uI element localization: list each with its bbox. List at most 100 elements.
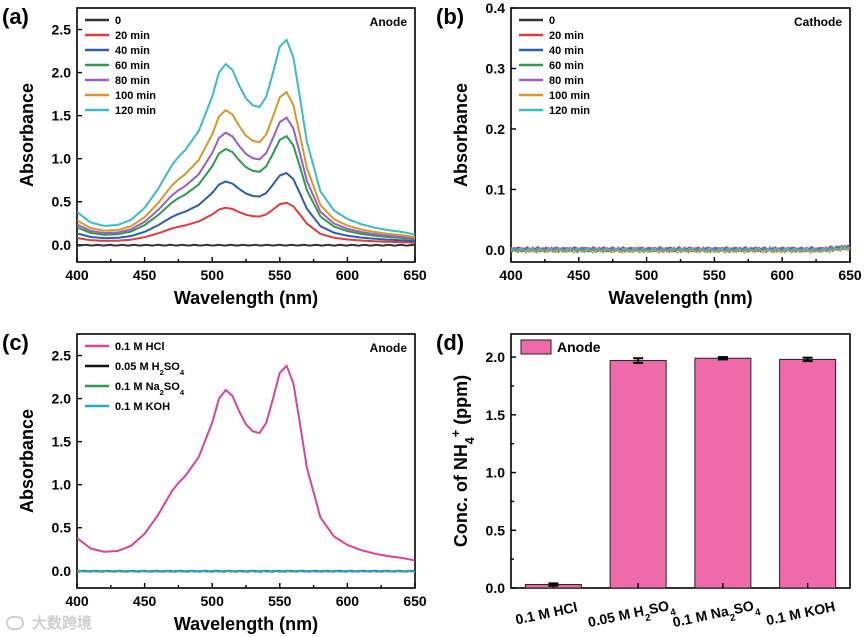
condition-tag-b: Cathode [794, 15, 842, 29]
y-tick-label: 2.5 [52, 348, 72, 364]
series-line-c-0 [77, 364, 415, 562]
panel-label-a: (a) [2, 4, 29, 29]
series-group-a [77, 38, 415, 247]
x-tick-label: 450 [133, 593, 157, 609]
bar-2 [694, 357, 752, 589]
y-tick-label: 1.0 [486, 465, 506, 481]
legend-label-c-2: 0.1 M Na2SO4 [115, 381, 185, 397]
legend-swatch-d [520, 339, 552, 355]
x-tick-label: 650 [403, 593, 427, 609]
y-tick-label: 1.5 [486, 407, 506, 423]
y-tick-label: 0.3 [486, 60, 506, 76]
y-axis-label-c: Absorbance [17, 409, 37, 513]
series-line-a-1 [77, 201, 415, 244]
legend-label-a-5: 100 min [115, 90, 156, 102]
y-tick-label: 0.2 [486, 121, 506, 137]
y-tick-label: 1.0 [52, 477, 72, 493]
x-tick-label: 450 [567, 267, 591, 283]
legend-label-b-0: 0 [549, 15, 555, 27]
watermark: 大数跨境 [6, 612, 92, 633]
x-tick-label: 650 [403, 267, 427, 283]
legend-label-a-4: 80 min [115, 75, 150, 87]
y-tick-label: 1.0 [52, 151, 72, 167]
x-tick-label: 500 [635, 267, 659, 283]
x-tick-label: 600 [771, 267, 795, 283]
category-label-3: 0.1 M KOH [765, 598, 837, 628]
legend-label-a-2: 40 min [115, 45, 150, 57]
legend-label-d: Anode [557, 339, 601, 355]
legend-label-b-2: 40 min [549, 45, 584, 57]
legend-label-c-0: 0.1 M HCl [115, 341, 165, 353]
y-tick-label: 1.5 [52, 108, 72, 124]
x-axis-label-a: Wavelength (nm) [174, 288, 318, 308]
plot-frame-d [510, 333, 851, 589]
legend-label-a-3: 60 min [115, 60, 150, 72]
series-line-c-3 [77, 569, 415, 573]
y-tick-label: 0.4 [486, 0, 506, 16]
y-axis-label-a: Absorbance [17, 83, 37, 187]
legend-label-a-0: 0 [115, 15, 121, 27]
x-tick-label: 600 [336, 267, 360, 283]
series-line-a-0 [77, 243, 415, 247]
watermark-icon [6, 615, 24, 630]
legend-label-a-6: 120 min [115, 105, 156, 117]
category-label-2: 0.1 M Na2SO4 [671, 596, 762, 635]
panel-b: (b) 400 450 500 550 600 650 0.0 0.1 0.2 0.3 0.4 Wave… [436, 0, 862, 308]
series-line-a-4 [77, 116, 415, 240]
legend-label-b-5: 100 min [549, 90, 590, 102]
y-tick-label: 2.0 [486, 349, 506, 365]
series-line-a-5 [77, 90, 415, 239]
series-line-b-6 [511, 245, 850, 253]
legend-label-b-1: 20 min [549, 30, 584, 42]
series-group-b [511, 244, 850, 255]
legend-label-b-4: 80 min [549, 75, 584, 87]
legend-label-a-1: 20 min [115, 30, 150, 42]
panel-label-c: (c) [2, 330, 29, 355]
y-axis-label-b: Absorbance [451, 83, 471, 187]
y-tick-label: 2.0 [52, 65, 72, 81]
series-line-a-6 [77, 38, 415, 236]
y-tick-label: 0.0 [52, 237, 72, 253]
x-tick-label: 600 [336, 593, 360, 609]
x-axis-label-c: Wavelength (nm) [174, 614, 318, 634]
series-group-c [77, 364, 415, 573]
x-tick-label: 550 [268, 593, 292, 609]
panel-c: (c) 400 450 500 550 600 650 0.0 0.5 1.0 1.5 2.0 2.5 W… [2, 330, 427, 634]
y-tick-label: 0.5 [52, 194, 72, 210]
category-label-1: 0.05 M H2SO4 [586, 596, 677, 635]
x-tick-label: 550 [268, 267, 292, 283]
bar-1 [609, 360, 667, 589]
y-tick-label: 2.0 [52, 391, 72, 407]
x-tick-label: 650 [838, 267, 862, 283]
panel-d: (d) 0.0 0.5 1.0 1.5 2.0 Conc. of NH4+ (ppm) 0.1… [436, 330, 851, 635]
x-tick-label: 450 [133, 267, 157, 283]
y-tick-label: 0.0 [486, 242, 506, 258]
condition-tag-a: Anode [370, 15, 408, 29]
y-tick-label: 0.0 [52, 563, 72, 579]
y-tick-label: 0.1 [486, 181, 506, 197]
bar-3 [779, 358, 837, 589]
panel-a: (a) 400 450 500 550 600 650 0.0 0.5 1.0 1.5 2.0 2.5 W… [2, 4, 427, 308]
y-tick-label: 1.5 [52, 434, 72, 450]
series-line-a-3 [77, 134, 415, 241]
x-tick-label: 400 [65, 267, 89, 283]
y-tick-label: 0.5 [52, 520, 72, 536]
x-tick-label: 500 [201, 267, 225, 283]
legend-label-c-1: 0.05 M H2SO4 [115, 361, 185, 377]
x-tick-label: 550 [703, 267, 727, 283]
legend-label-b-3: 60 min [549, 60, 584, 72]
watermark-text: 大数跨境 [32, 614, 93, 632]
legend-label-c-3: 0.1 M KOH [115, 401, 170, 413]
x-axis-label-b: Wavelength (nm) [608, 288, 752, 308]
y-tick-label: 0.5 [486, 522, 506, 538]
y-tick-label: 2.5 [52, 22, 72, 38]
series-line-b-5 [511, 247, 850, 255]
legend-label-b-6: 120 min [549, 105, 590, 117]
x-tick-label: 400 [499, 267, 523, 283]
x-tick-label: 500 [201, 593, 225, 609]
panel-label-b: (b) [436, 4, 464, 29]
x-tick-label: 400 [65, 593, 89, 609]
series-line-a-2 [77, 171, 415, 243]
y-axis-label-d: Conc. of NH4+ (ppm) [449, 375, 477, 547]
